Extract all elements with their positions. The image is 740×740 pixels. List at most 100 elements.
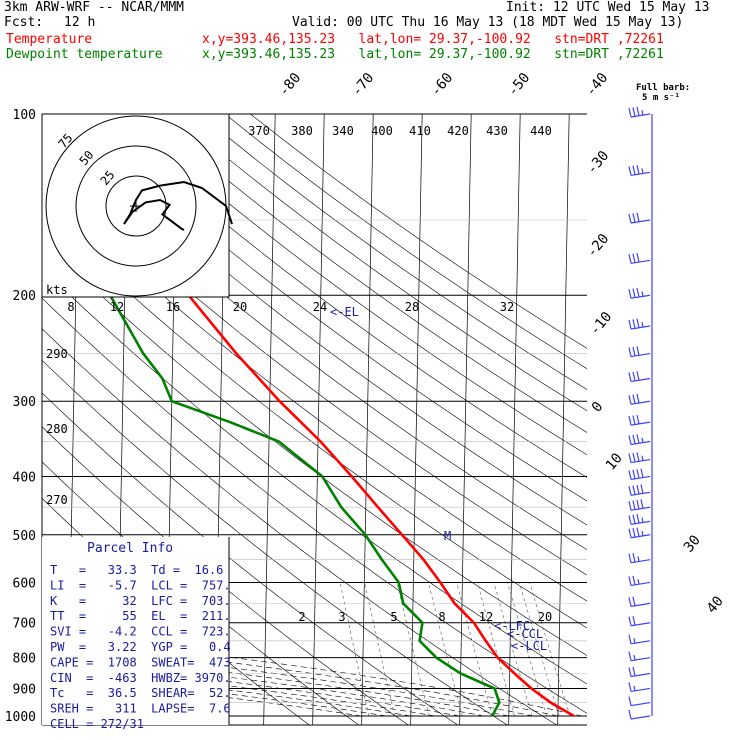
wind-barb (630, 421, 651, 426)
theta-label: 340 (332, 124, 354, 138)
dewpoint-station-info: x,y=393.46,135.23 lat,lon= 29.37,-100.92… (202, 47, 664, 62)
wind-barb-flag (636, 469, 640, 479)
wind-barb-flag (632, 469, 636, 479)
wind-barb (630, 440, 651, 446)
wind-barb-flag (632, 319, 636, 329)
wind-barb-flag (636, 252, 640, 263)
wind-barb-flag (636, 371, 640, 381)
forecast-label: Fcst: (4, 15, 44, 30)
hodograph-unit-label: kts (46, 283, 68, 297)
mixing-ratio-label: 20 (538, 610, 552, 624)
wind-barb-flag (628, 651, 632, 661)
wind-barb-flag (628, 634, 632, 644)
wind-barb (630, 491, 651, 496)
wind-barb (630, 622, 651, 627)
wind-barb-half (641, 168, 644, 174)
wind-barb-flag (636, 484, 640, 495)
wind-barb-flag (632, 346, 636, 357)
wind-barb-flag (632, 514, 636, 524)
wind-barb-half (633, 685, 636, 691)
wind-barb (630, 219, 651, 224)
wind-barb-flag (628, 107, 632, 118)
wind-barb-flag (632, 253, 636, 263)
wind-barb (630, 506, 651, 511)
wind-barb-flag (628, 395, 632, 405)
wind-barb (630, 377, 651, 383)
isotherm-line (459, 114, 472, 725)
wind-barb-flag (628, 486, 632, 496)
hodograph-ring (75, 145, 197, 267)
theta-label: 430 (486, 124, 508, 138)
parcel-info-row: CIN = -463 HWBZ= 3970. (50, 671, 231, 685)
isotherm-label: -30 (584, 148, 613, 178)
wind-barb-flag (628, 616, 632, 626)
wind-barb-flag (628, 416, 632, 426)
mixing-ratio-label: 28 (405, 300, 419, 314)
wind-barb (630, 475, 651, 481)
wind-barb-flag (632, 394, 636, 404)
isotherm-line (557, 114, 570, 725)
wind-barb-flag (632, 552, 636, 563)
wind-barb-flag (632, 452, 636, 463)
wind-barb (630, 534, 651, 539)
wind-barb-half (641, 517, 644, 523)
pressure-tick-label: 600 (13, 576, 36, 591)
wind-barb-flag (628, 597, 632, 607)
parcel-info-row: CELL = 272/31 (50, 717, 144, 731)
wind-barb-half (633, 654, 636, 661)
wind-barb-flag (632, 485, 636, 495)
wind-barb-flag (628, 289, 632, 299)
wind-barb-half (637, 579, 640, 585)
wind-barb (630, 657, 651, 662)
isotherm-label: 40 (704, 593, 727, 616)
wind-barb-flag (632, 107, 636, 117)
wind-barb-half (641, 437, 644, 443)
wind-barb-half (641, 530, 644, 537)
wind-barb-flag (628, 696, 632, 706)
isotherm-line (312, 114, 325, 725)
wind-barb-flag (628, 667, 632, 677)
mixing-ratio-label: 3 (338, 610, 345, 624)
theta-label: 380 (291, 124, 313, 138)
theta-label: 370 (248, 124, 270, 138)
wind-barb (630, 672, 651, 678)
valid-time: Valid: 00 UTC Thu 16 May 13 (18 MDT Wed … (292, 15, 684, 30)
wind-barb (630, 259, 651, 264)
wind-barb-flag (632, 616, 636, 626)
isotherm-label: -60 (428, 70, 457, 100)
wind-barb-flag (636, 318, 640, 328)
wind-barb-flag (636, 106, 640, 116)
moist-adiabat-line (42, 639, 558, 717)
wind-barb-flag (640, 484, 644, 494)
wind-barb (630, 640, 651, 645)
isotherm-line (263, 114, 276, 725)
moist-adiabat-line (42, 644, 534, 717)
mixing-ratio-line (364, 582, 395, 717)
wind-barb-flag (628, 576, 632, 586)
mixing-ratio-label: 32 (500, 300, 514, 314)
pressure-tick-label: 1000 (5, 710, 36, 725)
wind-barb-flag (628, 501, 632, 511)
wind-barb-flag (636, 452, 640, 462)
mixing-ratio-label: 24 (313, 300, 327, 314)
wind-barb-flag (628, 166, 632, 176)
dry-adiabat-line (42, 359, 508, 725)
pressure-tick-label: 800 (13, 652, 36, 667)
wind-barb-flag (632, 575, 636, 585)
parcel-info-row: K = 32 LFC = 703. (50, 594, 231, 608)
isotherm-label: 30 (681, 532, 704, 555)
wind-barb (630, 325, 651, 330)
dry-adiabat-line (42, 392, 459, 725)
wind-barb (630, 687, 651, 693)
isotherm-label: 0 (589, 399, 607, 416)
wind-barb-flag (628, 528, 632, 538)
wind-barb-flag (632, 165, 636, 175)
wind-barb-flag (636, 165, 640, 175)
isotherm-label: -10 (587, 309, 616, 339)
parcel-info-rows: T = 33.3 Td = 16.6LI = -5.7 LCL = 757. K … (50, 563, 231, 731)
wind-barb-flag (628, 213, 632, 224)
isotherm-label: -20 (584, 231, 613, 261)
wind-barb-half (641, 291, 644, 297)
temperature-station-info: x,y=393.46,135.23 lat,lon= 29.37,-100.92… (202, 32, 664, 47)
